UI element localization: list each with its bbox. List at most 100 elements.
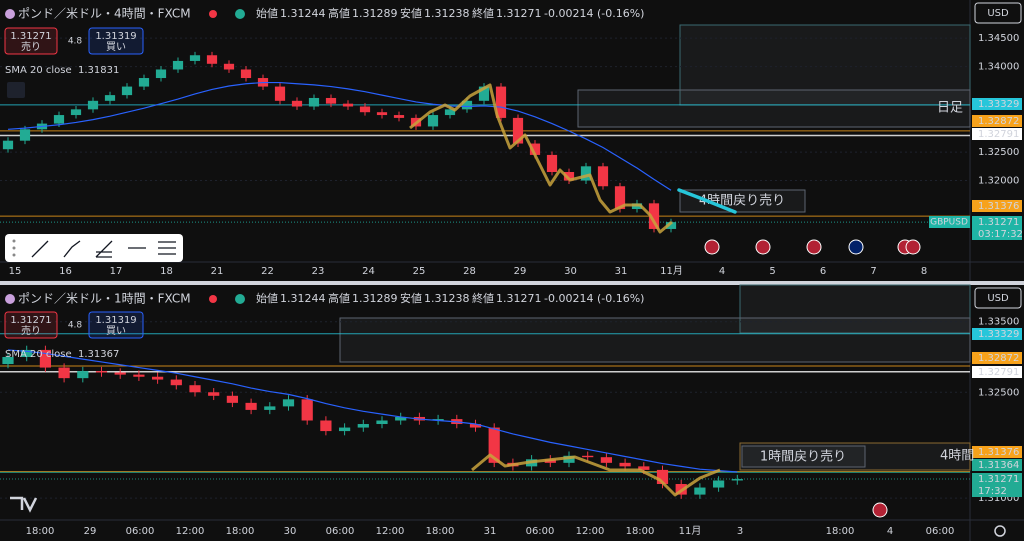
candle-body <box>342 103 354 107</box>
candle-body <box>104 95 116 101</box>
candle-body <box>597 166 609 187</box>
trend-drawing <box>677 188 737 214</box>
change-value: -0.00214 (-0.16%) <box>544 7 644 20</box>
buy-price: 1.31319 <box>95 31 136 42</box>
candle-body <box>638 466 650 470</box>
settings-icon[interactable] <box>994 525 1006 537</box>
annotation: 4時間戻り売り <box>699 193 785 209</box>
candle-body <box>208 392 220 396</box>
price-label: 1.31376 <box>978 201 1019 212</box>
symbol-label: GBPUSD <box>930 218 968 228</box>
x-tick-label: 11月 <box>660 265 683 277</box>
candle-body <box>301 399 313 421</box>
symbol-icon <box>5 9 15 19</box>
market-status <box>209 10 217 18</box>
path-tool[interactable] <box>63 240 81 258</box>
candle-body <box>478 86 490 101</box>
annotation: 日足 <box>937 101 963 116</box>
event-icon[interactable] <box>848 239 864 255</box>
sell-button[interactable] <box>4 27 58 55</box>
event-icon[interactable] <box>872 502 888 518</box>
candle-body <box>121 86 133 96</box>
ohlc-key: 終値 <box>472 6 494 20</box>
event-icon[interactable] <box>755 239 771 255</box>
zones <box>339 24 971 471</box>
symbol-label-bg <box>929 216 970 228</box>
y-tick-label: 1.32500 <box>978 147 1019 158</box>
price-label-bg <box>972 216 1022 240</box>
zone <box>339 317 971 363</box>
sma-label: SMA 20 close <box>5 349 72 360</box>
price-label-bg <box>972 328 1022 340</box>
visibility-icon <box>235 294 245 304</box>
collapse-button[interactable] <box>7 82 25 98</box>
candle-body <box>495 86 507 118</box>
x-tick-label: 5 <box>769 266 775 277</box>
candle-body <box>2 356 14 365</box>
candle-body <box>488 427 500 463</box>
price-label-bg <box>972 473 1022 497</box>
candle-body <box>395 416 407 421</box>
logo <box>10 496 38 513</box>
price-label: 1.32872 <box>978 116 1019 127</box>
sell-price: 1.31271 <box>10 315 51 326</box>
price-label-bg <box>972 366 1022 378</box>
event-icon[interactable] <box>905 239 921 255</box>
ohlc-value: 1.31244 <box>280 7 326 20</box>
candle-body <box>469 424 482 428</box>
candle-body <box>58 367 70 379</box>
x-tick-label: 18:00 <box>426 526 455 537</box>
currency-label: USD <box>987 293 1009 304</box>
x-tick-label: 6 <box>820 266 826 277</box>
x-tick-label: 06:00 <box>526 526 555 537</box>
candle-body <box>563 172 575 181</box>
candle-body <box>393 115 405 118</box>
candle-body <box>77 371 89 379</box>
sma-value: 1.31367 <box>78 349 119 360</box>
spread: 4.8 <box>68 37 83 47</box>
candle-body <box>274 86 286 101</box>
candle-body <box>325 97 337 104</box>
price-label-bg <box>972 115 1022 127</box>
fib-tool[interactable] <box>95 240 113 258</box>
candle-body <box>53 115 65 124</box>
event-icon[interactable] <box>704 239 720 255</box>
menu-tool[interactable] <box>158 241 176 255</box>
candle-body <box>308 97 320 107</box>
zigzag-drawing <box>409 83 673 234</box>
sell-label: 売り <box>21 40 41 53</box>
ohlc-key: 高値 <box>328 291 350 305</box>
candle-body <box>291 100 303 107</box>
candle-body <box>170 379 182 386</box>
price-label: 1.32872 <box>978 353 1019 364</box>
x-tick-label: 12:00 <box>376 526 405 537</box>
candle-body <box>563 455 575 463</box>
x-tick-label: 3 <box>737 526 743 537</box>
candle-body <box>320 420 332 432</box>
sell-button[interactable] <box>4 311 58 339</box>
sell-label: 売り <box>21 324 41 337</box>
candle-body <box>376 112 388 116</box>
zone <box>739 442 971 471</box>
change-value: -0.00214 (-0.16%) <box>544 292 644 305</box>
buy-button[interactable] <box>88 27 144 55</box>
candle-body <box>580 166 592 181</box>
currency-button[interactable] <box>974 287 1022 309</box>
visibility-icon <box>235 9 245 19</box>
x-tick-label: 30 <box>564 266 577 277</box>
currency-button[interactable] <box>974 2 1022 24</box>
candle-body <box>282 399 295 407</box>
x-tick-label: 30 <box>284 526 297 537</box>
candle-body <box>648 203 660 229</box>
zone <box>741 445 866 468</box>
x-tick-label: 7 <box>870 266 876 277</box>
event-icon[interactable] <box>806 239 822 255</box>
x-tick-label: 31 <box>484 526 497 537</box>
price-label: 1.31271 <box>978 217 1019 228</box>
ohlc-value: 1.31289 <box>352 292 398 305</box>
trendline-tool[interactable] <box>31 240 49 258</box>
symbol-title: ポンド／米ドル・4時間・FXCM <box>18 7 191 21</box>
sell-price: 1.31271 <box>10 31 51 42</box>
buy-button[interactable] <box>88 311 144 339</box>
